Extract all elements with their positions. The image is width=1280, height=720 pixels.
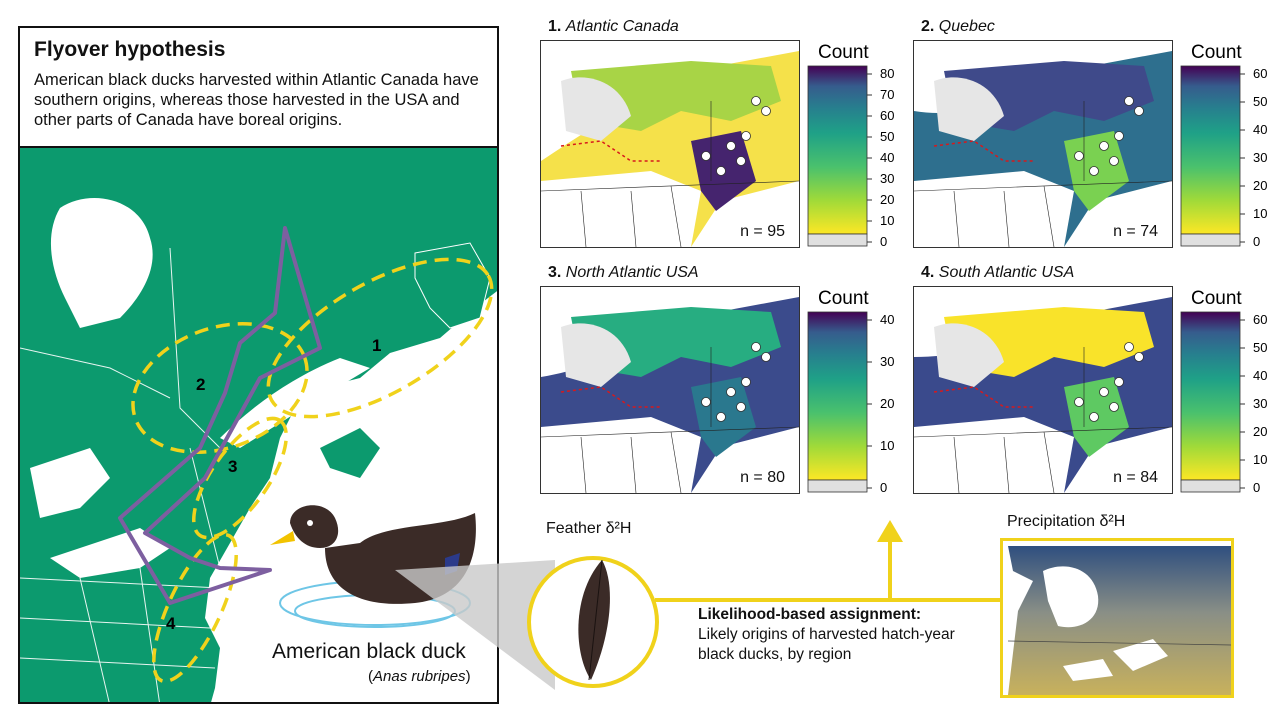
tick-label: 0 [880,480,887,495]
hypothesis-title: Flyover hypothesis [34,38,226,61]
colorbar-zero [1180,233,1241,247]
tick-label: 30 [880,171,894,186]
feather-icon [578,560,610,680]
likelihood-text: Likely origins of harvested hatch-year b… [698,626,955,663]
count-label: Count [818,288,869,309]
connector-lines [655,520,1000,602]
sample-size: n = 84 [1113,469,1158,486]
tick-label: 20 [880,192,894,207]
assignment-map: n = 84 [913,286,1173,494]
colorbar-zero [807,233,868,247]
tick-label: 50 [1253,340,1267,355]
tick-label: 0 [1253,234,1260,249]
tick-label: 0 [1253,480,1260,495]
hypothesis-box: Flyover hypothesis American black ducks … [18,26,499,146]
duck-scientific-name: (Anas rubripes) [368,668,471,685]
colorbar: Count 40 30 20 10 0 [807,288,894,495]
panel-region-name: South Atlantic USA [938,264,1075,281]
colorbar-gradient [807,65,868,235]
tick-label: 80 [880,66,894,81]
region-ellipse-4 [152,532,238,684]
likelihood-caption: Likelihood-based assignment: Likely orig… [698,605,988,665]
panel-title: 3. North Atlantic USA [548,264,699,282]
region-ellipse-1 [266,257,494,419]
tick-label: 10 [880,213,894,228]
colorbar: Count 60 50 40 30 20 10 0 [1180,42,1267,249]
panel-number: 3. [548,264,562,281]
hudson-bay [50,198,153,328]
assignment-map: n = 80 [540,286,800,494]
likelihood-heading: Likelihood-based assignment: [698,606,922,623]
tick-label: 20 [880,396,894,411]
sample-size: n = 80 [740,469,785,486]
flyway-map: 1 2 3 4 American black duck (Anas rubrip… [18,146,499,704]
tick-label: 40 [880,312,894,327]
assignment-map: n = 95 [540,40,800,248]
tick-label: 30 [1253,396,1267,411]
region-label-1: 1 [372,336,381,355]
region-label-2: 2 [196,375,205,394]
tick-label: 10 [1253,452,1267,467]
colorbar: Count 80 70 60 50 40 30 20 10 0 [807,42,894,249]
sample-size: n = 74 [1113,223,1158,240]
panel-title: 2. Quebec [921,18,995,36]
colorbar-zero [807,479,868,493]
duck-bill [270,531,295,545]
tick-label: 60 [1253,312,1267,327]
newfoundland [414,242,491,329]
panel-number: 2. [921,18,935,35]
tick-label: 60 [880,108,894,123]
feather-label: Feather δ²H [546,520,632,537]
panel-title: 1. Atlantic Canada [548,18,679,36]
duck-scientific-text: Anas rubripes [373,668,466,685]
panel-number: 4. [921,264,935,281]
tick-label: 40 [1253,368,1267,383]
count-label: Count [818,42,869,63]
tick-label: 10 [880,438,894,453]
tick-label: 50 [880,129,894,144]
count-label: Count [1191,288,1242,309]
colorbar-gradient [1180,311,1241,481]
tick-label: 60 [1253,66,1267,81]
precip-label: Precipitation δ²H [1007,513,1126,530]
feather-circle [527,556,659,688]
tick-label: 70 [880,87,894,102]
tick-label: 20 [1253,424,1267,439]
tick-label: 0 [880,234,887,249]
panel-region-name: North Atlantic USA [565,264,699,281]
flyover-arrow [118,226,322,605]
projection-cone [395,560,555,690]
precip-map [1000,538,1234,698]
region-ellipse-3 [192,416,288,540]
count-label: Count [1191,42,1242,63]
panel-title: 4. South Atlantic USA [921,264,1074,282]
tick-label: 30 [1253,150,1267,165]
duck-head [290,505,339,548]
tick-label: 10 [1253,206,1267,221]
colorbar: Count 60 50 40 30 20 10 0 [1180,288,1267,495]
region-label-3: 3 [228,457,237,476]
hypothesis-text: American black ducks harvested within At… [34,71,479,129]
tick-label: 30 [880,354,894,369]
tick-label: 50 [1253,94,1267,109]
tick-label: 40 [880,150,894,165]
tick-label: 40 [1253,122,1267,137]
region-label-4: 4 [166,614,176,633]
sample-size: n = 95 [740,223,785,240]
flyway-map-graphic: 1 2 3 4 [20,148,497,702]
colorbar-zero [1180,479,1241,493]
colorbar-gradient [807,311,868,481]
tick-label: 20 [1253,178,1267,193]
panel-number: 1. [548,18,562,35]
assignment-map: n = 74 [913,40,1173,248]
panel-region-name: Quebec [938,18,995,35]
duck-common-name: American black duck [272,640,466,663]
panel-region-name: Atlantic Canada [565,18,679,35]
colorbar-gradient [1180,65,1241,235]
